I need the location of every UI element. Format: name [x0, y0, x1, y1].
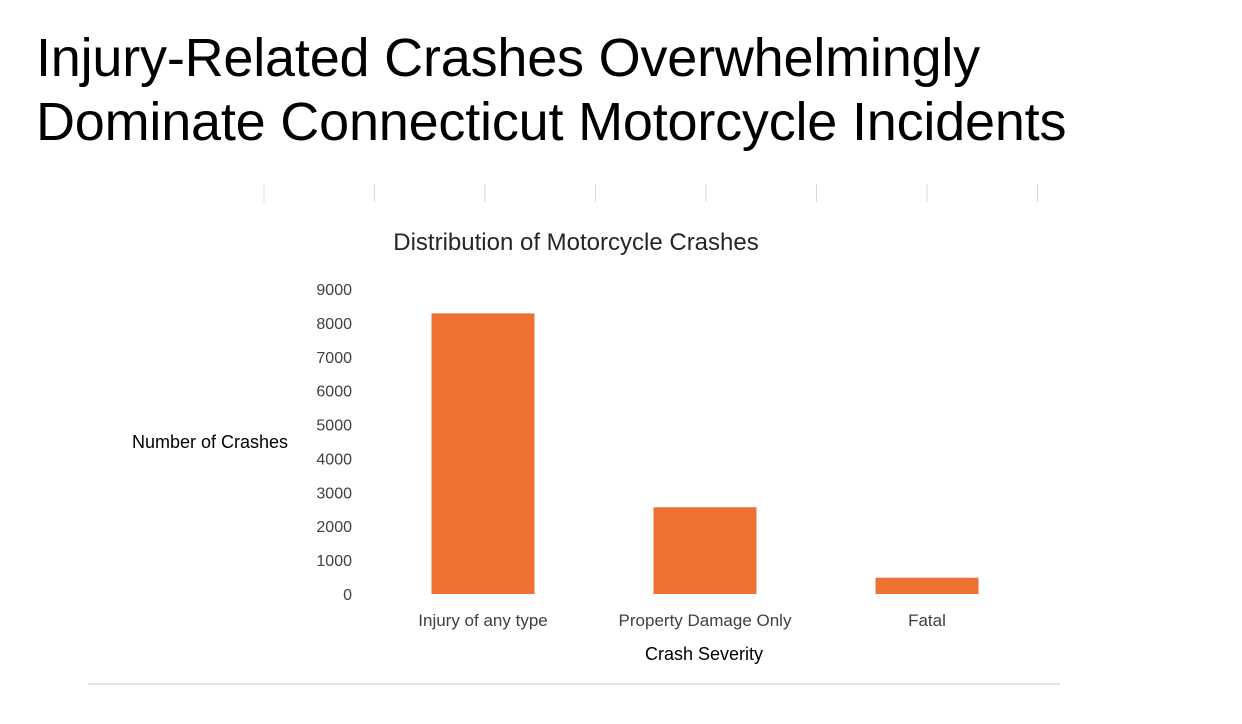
chart-top-tick-marks: [263, 184, 1038, 202]
bar: [653, 507, 757, 594]
y-tick-label: 7000: [316, 350, 352, 367]
y-tick-label: 8000: [316, 316, 352, 333]
y-tick-label: 6000: [316, 384, 352, 401]
x-category-label: Fatal: [908, 611, 946, 630]
y-tick-label: 1000: [316, 553, 352, 570]
y-tick-label: 0: [343, 587, 352, 604]
y-tick-label: 9000: [316, 282, 352, 299]
chart-title: Distribution of Motorcycle Crashes: [393, 229, 758, 256]
x-category-label: Injury of any type: [418, 611, 547, 630]
slide-title: Injury-Related Crashes Overwhelmingly Do…: [36, 26, 1216, 154]
y-tick-label: 4000: [316, 451, 352, 468]
y-tick-label: 5000: [316, 418, 352, 435]
slide-title-line-1: Injury-Related Crashes Overwhelmingly: [36, 28, 980, 88]
slide-title-line-2: Dominate Connecticut Motorcycle Incident…: [36, 92, 1067, 152]
x-axis-title: Crash Severity: [645, 644, 763, 664]
y-tick-label: 2000: [316, 519, 352, 536]
x-axis-category-labels: Injury of any type Property Damage Only Fa…: [418, 611, 946, 630]
x-category-label: Property Damage Only: [619, 611, 792, 630]
y-tick-label: 3000: [316, 485, 352, 502]
y-axis-title: Number of Crashes: [132, 432, 288, 452]
bars: [431, 313, 979, 594]
bar: [431, 313, 535, 594]
y-axis-tick-labels: 0 1000 2000 3000 4000 5000 6000 7000 8000 9000: [316, 282, 352, 604]
bar: [875, 577, 979, 594]
